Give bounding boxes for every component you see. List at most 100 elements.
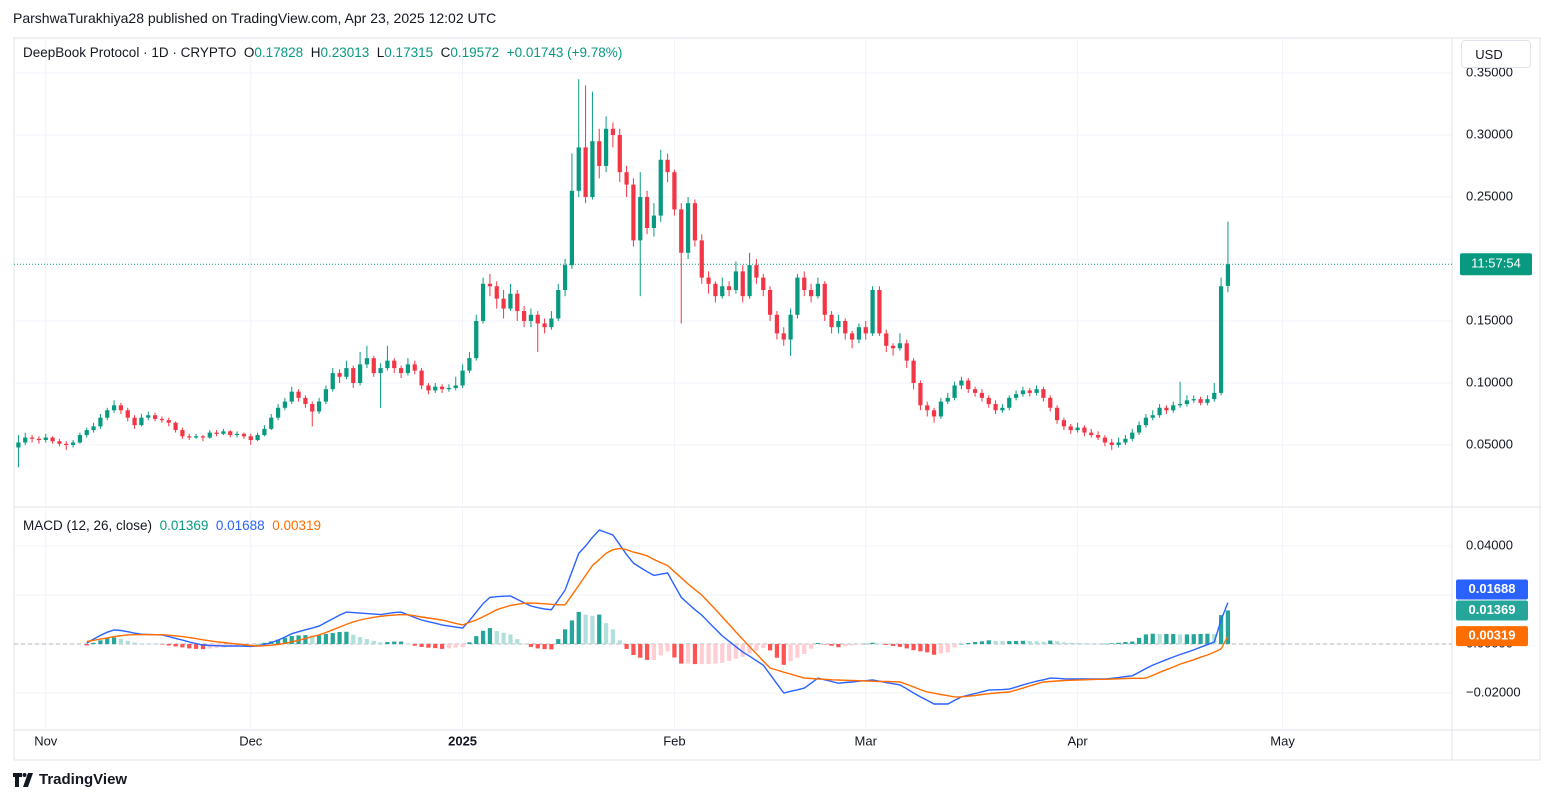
candle-body [228,431,233,436]
candle-body [289,391,294,402]
candle-body [754,265,759,278]
histogram-bar [460,643,465,648]
candle-body [986,397,991,405]
candle-body [64,443,69,445]
candle-body [303,397,308,405]
candle-body [43,437,48,441]
x-tick-label: Feb [663,733,685,748]
histogram-bar [849,643,855,646]
candle-body [788,314,793,340]
candle-body [863,327,868,334]
histogram-bar [815,643,821,644]
candle-body [699,240,704,278]
histogram-bar [1054,641,1060,644]
candle-body [767,289,773,315]
candle-body [843,320,848,334]
candle-body [193,436,199,438]
histogram-bar [105,638,110,644]
histogram-bar [904,643,909,649]
histogram-bar [316,635,322,644]
histogram-bar [1020,640,1026,644]
candle-body [16,442,21,448]
histogram-bar [515,639,520,644]
candle-body [972,389,978,393]
histogram-bar [1075,643,1080,644]
histogram-bar [1198,633,1203,644]
histogram-bar [139,643,144,645]
histogram-bar [1143,634,1149,644]
candle-body [1000,407,1005,411]
candle-body [644,196,650,228]
histogram-bar [740,643,745,657]
candle-body [173,422,178,431]
candle-body [1068,426,1073,431]
histogram-bar [453,643,458,648]
y-tick-label: 0.04000 [1466,537,1513,552]
histogram-bar [733,643,739,659]
macd-value: 0.01688 [215,518,265,533]
attribution: ParshwaTurakhiya28 published on TradingV… [13,10,497,26]
histogram-bar [310,635,315,644]
candle-body [1123,438,1128,443]
candle-body [1225,264,1231,286]
histogram-bar [494,631,499,644]
currency-button[interactable]: USD [1461,40,1531,68]
candle-body [398,368,404,374]
candle-body [378,368,383,374]
candle-body [774,314,780,334]
candle-body [549,318,554,328]
histogram-bar [767,643,773,651]
histogram-bar [1225,610,1231,644]
histogram-bar [761,643,766,648]
histogram-bar [398,641,404,644]
candle-body [460,370,465,386]
histogram-bar [1136,637,1142,644]
candle-body [57,441,62,444]
candle-body [357,364,363,383]
histogram-bar [556,639,561,644]
candle-body [200,436,206,438]
ohlc-letter: L [376,45,385,60]
histogram-bar [200,643,206,650]
candle-body [836,320,841,328]
candle-body [590,141,595,197]
candle-body [515,293,520,312]
histogram-bar [713,643,718,664]
histogram-bar [1102,643,1108,645]
candle-body [77,435,83,443]
candle-body [945,397,950,402]
candle-body [569,190,575,266]
candle-body [241,433,247,437]
histogram-bar [1089,643,1094,645]
candle-body [50,437,55,442]
candle-body [494,286,499,299]
candle-body [84,430,89,436]
histogram-bar [972,642,978,644]
histogram-bar [392,641,397,644]
candle-body [371,358,376,374]
candle-body [105,410,110,418]
candle-body [938,401,944,417]
candle-body [617,134,622,173]
histogram-bar [952,643,957,648]
histogram-bar [439,643,445,649]
histogram-bar [480,630,486,644]
histogram-bar [521,643,527,645]
candle-body [139,417,144,426]
histogram-bar [1164,633,1169,644]
histogram-bar [938,643,944,654]
histogram-bar [617,640,622,644]
candle-body [323,389,329,402]
candle-body [959,380,964,386]
histogram-bar [1177,634,1183,644]
candle-body [364,358,370,365]
candle-body [159,418,165,421]
candle-body [542,323,547,328]
candle-body [979,392,985,398]
candle-body [480,283,486,321]
histogram-bar [323,633,329,644]
logo-text: TradingView [39,771,128,788]
histogram-bar [378,642,383,644]
